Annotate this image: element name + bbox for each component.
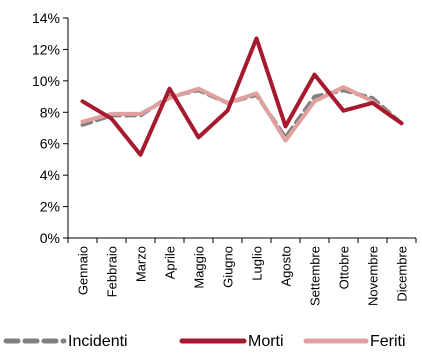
x-tick-label: Agosto <box>279 246 294 286</box>
y-axis-ticks: 0% 2% 4% 6% 8% 10% 12% 14% <box>32 10 68 246</box>
y-tick-label: 2% <box>40 199 60 215</box>
x-tick-label: Ottobre <box>337 246 352 289</box>
y-tick-label: 10% <box>32 73 60 89</box>
series-line-feriti <box>80 85 404 143</box>
x-tick-label: Giugno <box>221 246 236 288</box>
x-tick-label: Dicembre <box>395 246 410 302</box>
legend: Incidenti Morti Feriti <box>3 333 406 350</box>
x-tick-label: Maggio <box>192 246 207 289</box>
x-tick-label: Luglio <box>250 246 265 281</box>
y-tick-label: 8% <box>40 104 60 120</box>
legend-label-morti: Morti <box>248 333 284 350</box>
y-tick-label: 14% <box>32 10 60 26</box>
legend-label-incidenti: Incidenti <box>68 333 128 350</box>
x-tick-label: Settembre <box>308 246 323 306</box>
x-axis-ticks: Gennaio Febbraio Marzo Aprile Maggio Giugno Lu… <box>67 238 417 306</box>
x-tick-label: Marzo <box>134 246 149 282</box>
series-line-morti <box>80 36 404 157</box>
legend-label-feriti: Feriti <box>370 333 406 350</box>
y-tick-label: 12% <box>32 41 60 57</box>
x-tick-label: Febbraio <box>105 246 120 297</box>
y-tick-label: 4% <box>40 167 60 183</box>
y-tick-label: 0% <box>40 230 60 246</box>
y-tick-label: 6% <box>40 136 60 152</box>
series-lines <box>80 36 404 157</box>
x-tick-label: Gennaio <box>76 246 91 295</box>
x-tick-label: Aprile <box>163 246 178 279</box>
x-tick-label: Novembre <box>366 246 381 306</box>
